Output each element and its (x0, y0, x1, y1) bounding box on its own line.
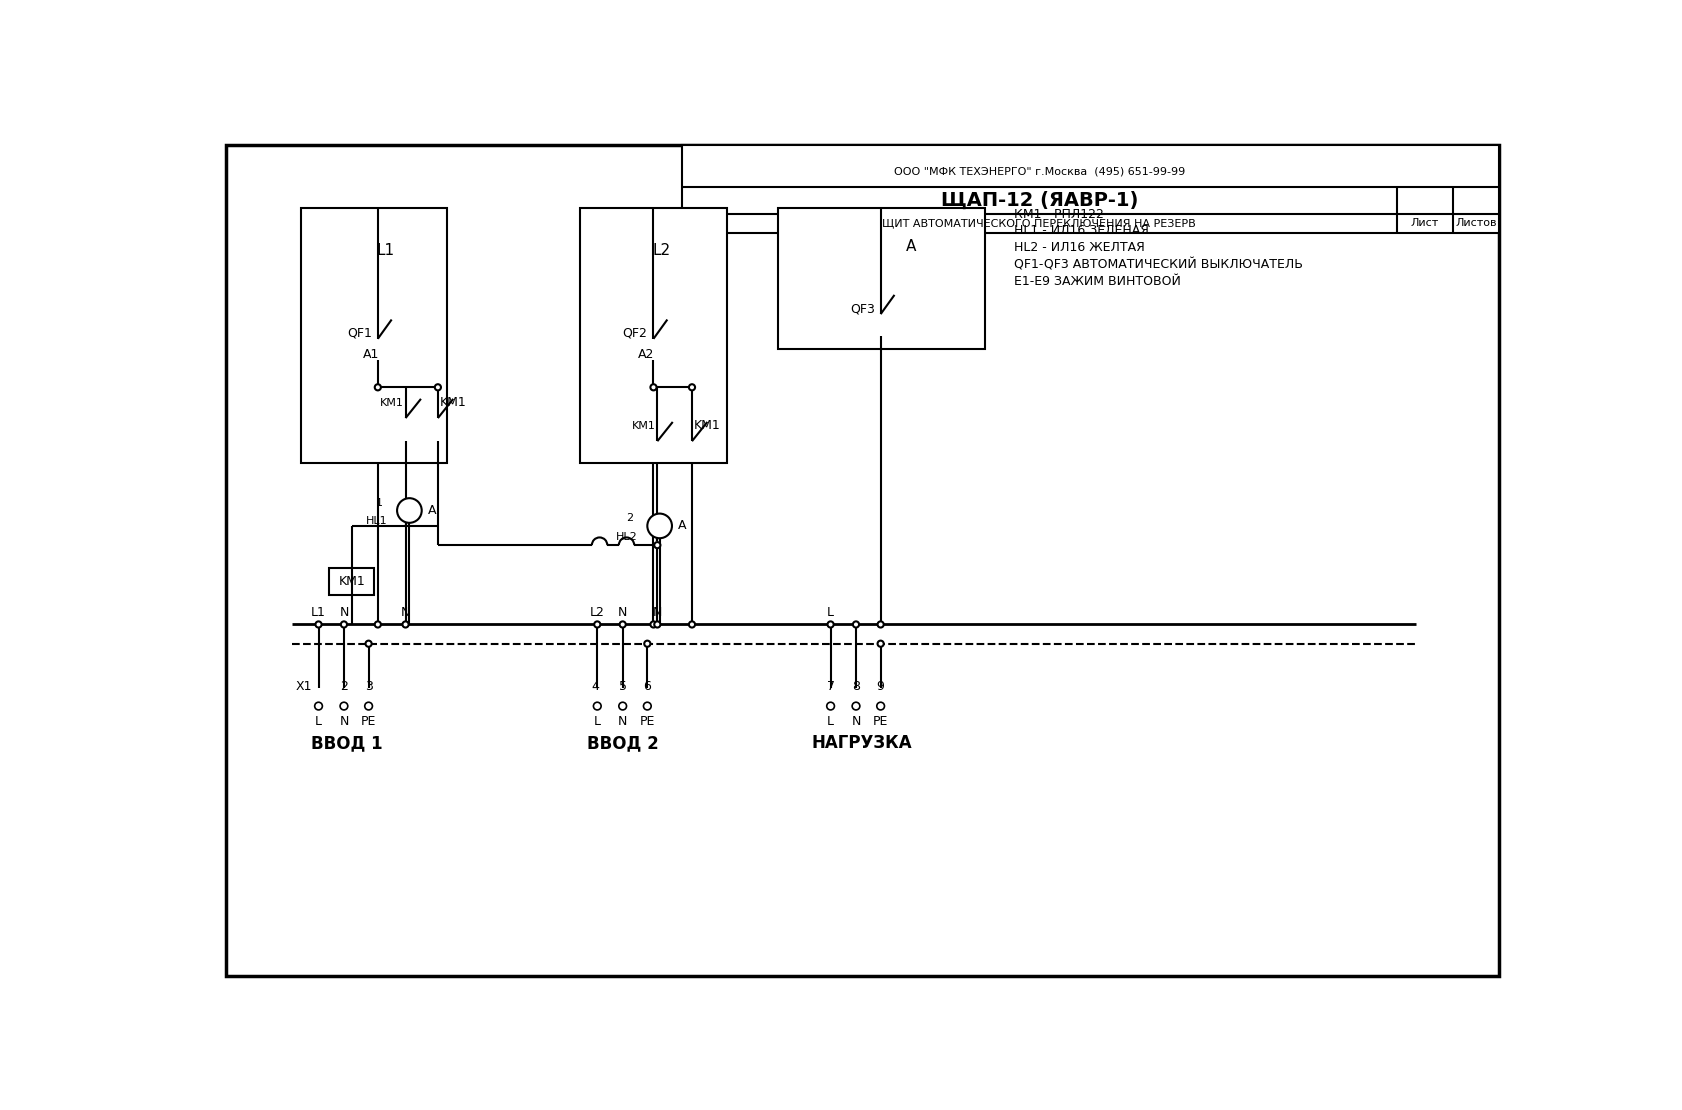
Text: A2: A2 (637, 347, 654, 361)
Text: L: L (594, 715, 600, 728)
Circle shape (341, 622, 346, 627)
Circle shape (643, 703, 651, 710)
Circle shape (876, 640, 883, 647)
Text: PE: PE (360, 715, 377, 728)
Text: 7: 7 (826, 679, 834, 693)
Text: HL1 - ИЛ16 ЗЕЛЕНАЯ: HL1 - ИЛ16 ЗЕЛЕНАЯ (1013, 224, 1149, 238)
Text: 8: 8 (851, 679, 860, 693)
Text: НАГРУЗКА: НАГРУЗКА (811, 734, 912, 753)
Text: ЩАП-12 (ЯАВР-1): ЩАП-12 (ЯАВР-1) (940, 191, 1137, 210)
Text: 2: 2 (340, 679, 348, 693)
Text: KM1: KM1 (631, 421, 656, 431)
Text: Лист: Лист (1410, 219, 1438, 229)
Circle shape (365, 640, 372, 647)
Text: HL2 - ИЛ16 ЖЕЛТАЯ: HL2 - ИЛ16 ЖЕЛТАЯ (1013, 242, 1144, 254)
Text: QF1: QF1 (346, 327, 372, 340)
Circle shape (619, 703, 626, 710)
Text: 6: 6 (643, 679, 651, 693)
Text: A: A (678, 519, 686, 533)
Text: PE: PE (639, 715, 654, 728)
Circle shape (375, 384, 380, 391)
Circle shape (654, 622, 659, 627)
Text: KM1: KM1 (439, 396, 466, 410)
Text: 5: 5 (619, 679, 626, 693)
Circle shape (315, 622, 321, 627)
Bar (330, 568, 373, 595)
Circle shape (434, 384, 441, 391)
Text: A1: A1 (362, 347, 378, 361)
Circle shape (365, 703, 372, 710)
Text: ВВОД 1: ВВОД 1 (311, 734, 382, 753)
Circle shape (594, 622, 600, 627)
Text: N: N (400, 606, 410, 618)
Text: N: N (617, 606, 627, 618)
Circle shape (397, 498, 422, 523)
Circle shape (649, 622, 656, 627)
Circle shape (375, 622, 380, 627)
Text: X1: X1 (296, 679, 313, 693)
Circle shape (853, 622, 858, 627)
Circle shape (688, 384, 695, 391)
Circle shape (402, 622, 409, 627)
Circle shape (654, 542, 659, 548)
Text: L2: L2 (589, 606, 604, 618)
Bar (580, 208, 727, 463)
Text: L: L (826, 606, 834, 618)
Text: Листов: Листов (1455, 219, 1495, 229)
Circle shape (688, 622, 695, 627)
Text: L: L (315, 715, 321, 728)
Circle shape (649, 384, 656, 391)
Text: ЩИТ АВТОМАТИЧЕСКОГО ПЕРЕКЛЮЧЕНИЯ НА РЕЗЕРВ: ЩИТ АВТОМАТИЧЕСКОГО ПЕРЕКЛЮЧЕНИЯ НА РЕЗЕ… (881, 219, 1196, 229)
Circle shape (340, 703, 348, 710)
Text: HL2: HL2 (616, 532, 637, 542)
Text: L2: L2 (651, 243, 669, 258)
Text: L1: L1 (377, 243, 394, 258)
Text: КМ1 - РПЛ122: КМ1 - РПЛ122 (1013, 208, 1103, 221)
Text: 1: 1 (377, 497, 383, 507)
Circle shape (876, 622, 883, 627)
Bar (681, 144, 1499, 233)
Text: A: A (427, 504, 436, 517)
Circle shape (619, 622, 626, 627)
Text: 9: 9 (876, 679, 885, 693)
Text: N: N (653, 606, 661, 618)
Text: ООО "МФК ТЕХЭНЕРГО" г.Москва  (495) 651-99-99: ООО "МФК ТЕХЭНЕРГО" г.Москва (495) 651-9… (893, 166, 1184, 176)
Text: N: N (340, 715, 348, 728)
Text: N: N (851, 715, 860, 728)
Text: 3: 3 (365, 679, 372, 693)
Circle shape (315, 703, 323, 710)
Text: QF1-QF3 АВТОМАТИЧЕСКИЙ ВЫКЛЮЧАТЕЛЬ: QF1-QF3 АВТОМАТИЧЕСКИЙ ВЫКЛЮЧАТЕЛЬ (1013, 259, 1302, 271)
Circle shape (826, 703, 834, 710)
Circle shape (828, 622, 833, 627)
Text: KM1: KM1 (380, 397, 404, 407)
Text: Е1-Е9 ЗАЖИМ ВИНТОВОЙ: Е1-Е9 ЗАЖИМ ВИНТОВОЙ (1013, 275, 1181, 289)
Text: N: N (617, 715, 627, 728)
Text: QF2: QF2 (622, 327, 648, 340)
Text: N: N (340, 606, 348, 618)
Text: L1: L1 (311, 606, 326, 618)
Text: L: L (826, 715, 834, 728)
Text: ВВОД 2: ВВОД 2 (587, 734, 658, 753)
Text: PE: PE (873, 715, 888, 728)
Bar (301, 208, 447, 463)
Text: 2: 2 (626, 513, 632, 523)
Text: KM1: KM1 (693, 420, 720, 432)
Bar (777, 208, 984, 349)
Circle shape (851, 703, 860, 710)
Text: KM1: KM1 (338, 575, 365, 588)
Text: HL1: HL1 (367, 516, 387, 526)
Text: A: A (905, 239, 917, 254)
Circle shape (876, 703, 885, 710)
Circle shape (594, 703, 600, 710)
Text: QF3: QF3 (849, 302, 875, 315)
Circle shape (644, 640, 649, 647)
Text: 4: 4 (592, 679, 599, 693)
Circle shape (648, 514, 671, 538)
